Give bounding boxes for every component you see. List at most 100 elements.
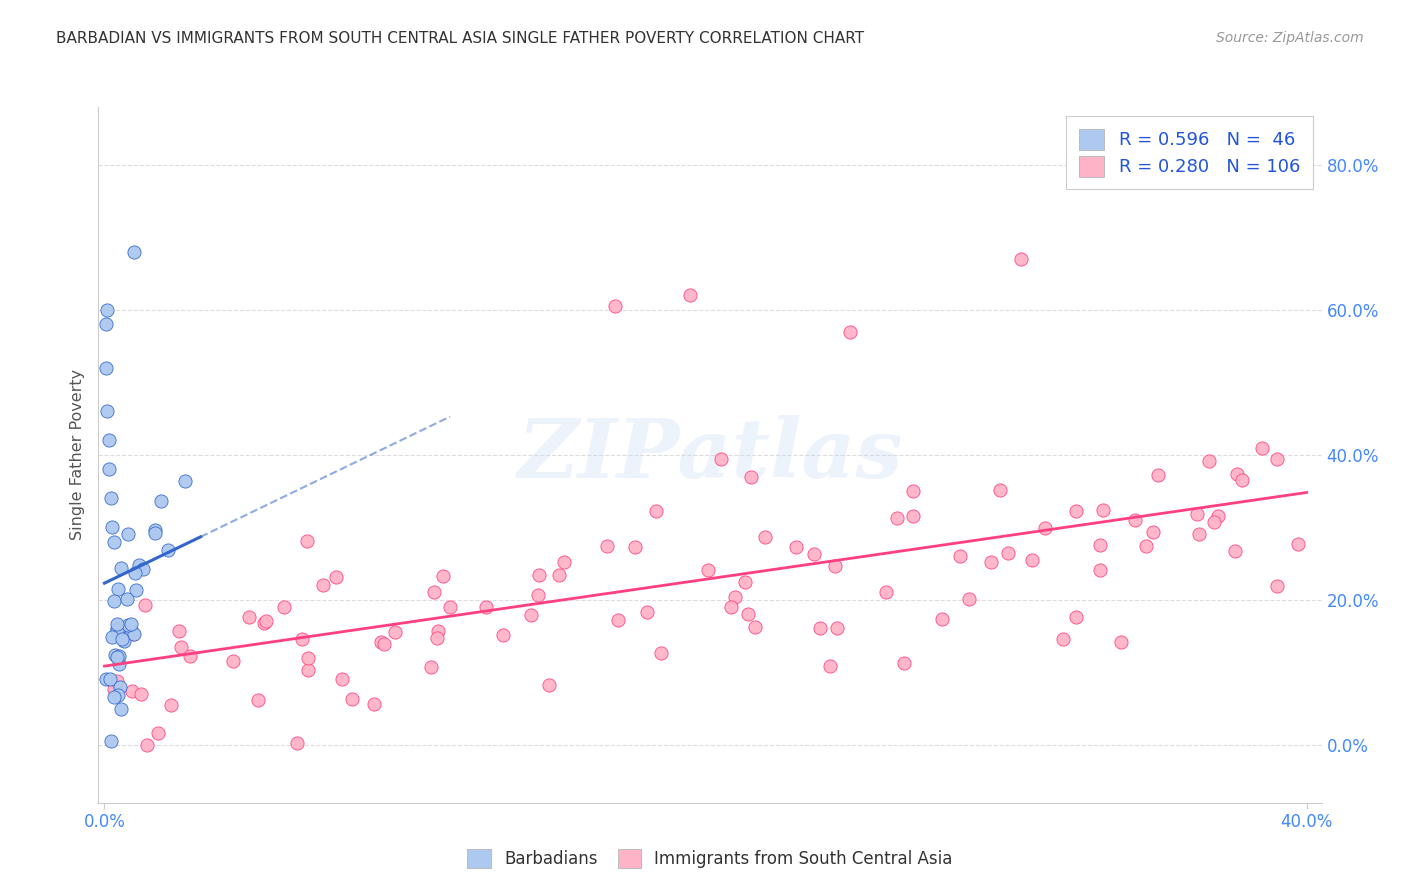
Point (886, 511, 908, 525)
Point (107, 688, 129, 702)
Point (325, 570, 347, 584)
Point (605, 299, 627, 313)
Point (111, 632, 134, 647)
Point (785, 540, 807, 554)
Point (696, 563, 718, 577)
Point (117, 527, 139, 541)
Point (1225, 544, 1247, 558)
Point (94, 361, 117, 376)
Point (105, 623, 128, 637)
Point (273, 600, 295, 615)
Point (129, 687, 152, 701)
Point (548, 567, 571, 582)
Point (105, 649, 128, 664)
Point (100, 734, 122, 748)
Point (115, 591, 138, 606)
Point (108, 621, 131, 635)
Point (107, 648, 129, 663)
Point (720, 599, 742, 614)
Point (893, 657, 915, 671)
Point (112, 634, 135, 648)
Point (149, 494, 172, 508)
Point (105, 673, 128, 688)
Point (132, 562, 155, 576)
Point (997, 546, 1019, 560)
Point (98, 462, 121, 476)
Text: Source: ZipAtlas.com: Source: ZipAtlas.com (1216, 31, 1364, 45)
Point (173, 475, 195, 489)
Point (108, 657, 131, 671)
Point (384, 624, 406, 639)
Point (423, 584, 446, 599)
Point (96, 303, 118, 318)
Point (818, 658, 841, 673)
Point (1226, 467, 1249, 481)
Point (988, 483, 1011, 498)
Point (650, 646, 672, 660)
Point (330, 672, 353, 686)
Point (519, 607, 541, 622)
Point (1230, 473, 1253, 487)
Point (810, 621, 832, 635)
Point (103, 690, 125, 704)
Point (1208, 508, 1230, 523)
Point (744, 620, 766, 634)
Point (492, 628, 515, 642)
Point (125, 582, 148, 597)
Point (107, 582, 129, 596)
Point (734, 574, 756, 589)
Point (537, 677, 560, 691)
Point (1092, 503, 1115, 517)
Point (709, 451, 731, 466)
Point (128, 558, 150, 572)
Point (754, 530, 776, 544)
Legend: Barbadians, Immigrants from South Central Asia: Barbadians, Immigrants from South Centra… (461, 842, 959, 874)
Point (1033, 521, 1056, 535)
Point (624, 540, 647, 554)
Text: ZIPatlas: ZIPatlas (517, 415, 903, 495)
Point (121, 623, 143, 637)
Point (596, 539, 619, 553)
Point (426, 624, 449, 638)
Point (1052, 632, 1074, 647)
Point (803, 547, 825, 561)
Point (373, 637, 395, 651)
Point (679, 288, 702, 302)
Point (740, 469, 762, 483)
Point (167, 624, 190, 638)
Point (1064, 504, 1087, 518)
Point (419, 659, 441, 673)
Point (1198, 453, 1220, 467)
Point (474, 600, 496, 615)
Point (98, 434, 121, 448)
Point (737, 607, 759, 621)
Point (134, 598, 156, 612)
Point (170, 640, 193, 654)
Point (156, 542, 179, 557)
Point (297, 651, 319, 665)
Point (949, 549, 972, 563)
Point (103, 648, 125, 662)
Point (179, 648, 201, 663)
Point (1123, 513, 1146, 527)
Point (606, 613, 628, 627)
Point (148, 726, 170, 740)
Point (901, 484, 924, 499)
Point (1010, 252, 1032, 267)
Point (1088, 563, 1111, 577)
Point (1090, 538, 1112, 552)
Point (527, 588, 550, 602)
Point (636, 605, 658, 619)
Point (124, 244, 146, 259)
Point (103, 534, 125, 549)
Point (100, 491, 122, 506)
Point (644, 504, 666, 518)
Point (98, 672, 121, 686)
Point (363, 697, 385, 711)
Point (124, 566, 146, 581)
Point (105, 616, 128, 631)
Point (527, 567, 550, 582)
Point (980, 555, 1002, 569)
Point (143, 523, 166, 537)
Point (1064, 609, 1087, 624)
